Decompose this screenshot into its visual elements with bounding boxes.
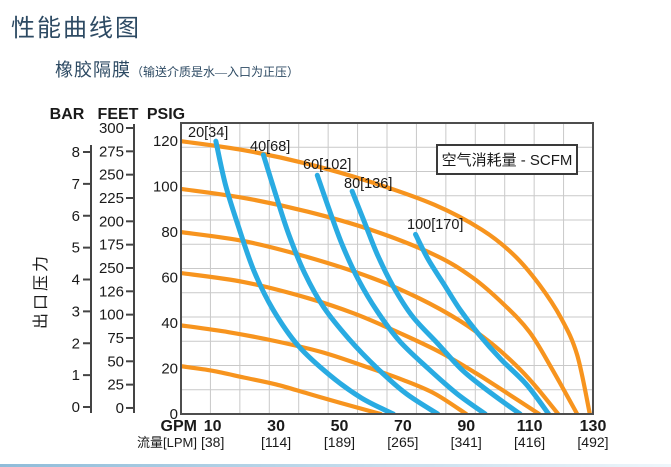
feet-tick-label: 250 bbox=[99, 260, 124, 277]
air-consumption-curve bbox=[314, 172, 488, 414]
lpm-tick-label: [416] bbox=[514, 434, 545, 450]
feet-axis-header: FEET bbox=[98, 106, 139, 123]
lpm-tick-label: [114] bbox=[261, 434, 291, 450]
air-consumption-curve bbox=[213, 138, 396, 414]
lpm-tick-label: [265] bbox=[387, 434, 418, 450]
psig-tick-label: 0 bbox=[170, 406, 178, 423]
gpm-tick-label: 110 bbox=[517, 418, 543, 435]
lpm-tick-label: [38] bbox=[201, 434, 224, 450]
pressure-curve bbox=[181, 139, 592, 414]
bar-axis bbox=[83, 145, 92, 413]
lpm-tick-label: [492] bbox=[577, 434, 608, 450]
gpm-tick-label: 50 bbox=[331, 418, 349, 435]
bar-tick-label: 2 bbox=[72, 335, 80, 352]
bar-tick-label: 5 bbox=[72, 240, 80, 257]
feet-tick-label: 175 bbox=[99, 237, 124, 254]
bar-tick-label: 1 bbox=[72, 367, 80, 384]
pressure-curve bbox=[181, 186, 580, 414]
bar-axis-header: BAR bbox=[50, 106, 85, 123]
feet-tick-label: 200 bbox=[99, 213, 124, 230]
subtitle-main: 橡胶隔膜 bbox=[55, 60, 131, 80]
bar-tick-label: 3 bbox=[72, 303, 80, 320]
bar-tick-label: 4 bbox=[72, 272, 80, 289]
psig-tick-label: 20 bbox=[161, 361, 178, 378]
gpm-tick-label: 30 bbox=[267, 418, 285, 435]
lpm-tick-label: [189] bbox=[324, 434, 355, 450]
pressure-curve bbox=[181, 364, 383, 414]
subtitle-note: （输送介质是水—入口为正压） bbox=[131, 65, 300, 79]
psig-tick-label: 100 bbox=[153, 179, 178, 196]
lpm-tick-label: [341] bbox=[451, 434, 482, 450]
air-consumption-curve bbox=[260, 152, 441, 414]
air-curve-label: 60[102] bbox=[303, 157, 351, 173]
psig-tick-label: 120 bbox=[153, 133, 178, 150]
gpm-tick-label: 90 bbox=[457, 418, 475, 435]
feet-axis bbox=[126, 124, 135, 413]
feet-tick-label: 225 bbox=[99, 190, 124, 207]
gpm-tick-label: 10 bbox=[204, 418, 222, 435]
bar-tick-label: 0 bbox=[72, 399, 80, 416]
bar-tick-label: 7 bbox=[72, 176, 80, 193]
curves bbox=[181, 138, 592, 414]
legend-box bbox=[436, 144, 578, 175]
lpm-axis-header: 流量[LPM] bbox=[137, 435, 197, 450]
feet-tick-label: 100 bbox=[99, 307, 124, 324]
gpm-axis-header: GPM bbox=[161, 418, 197, 435]
air-curve-label: 80[136] bbox=[344, 176, 392, 192]
air-curve-label: 100[170] bbox=[407, 217, 463, 233]
air-consumption-curve bbox=[413, 231, 552, 414]
bar-tick-label: 6 bbox=[72, 208, 80, 225]
feet-tick-label: 50 bbox=[107, 353, 124, 370]
psig-axis-header: PSIG bbox=[147, 106, 185, 123]
feet-tick-label: 25 bbox=[107, 377, 124, 394]
air-curve-label: 20[34] bbox=[188, 125, 228, 141]
pressure-curve bbox=[181, 323, 469, 414]
psig-tick-label: 80 bbox=[161, 224, 178, 241]
plot-border bbox=[180, 122, 594, 415]
feet-tick-label: 75 bbox=[107, 330, 124, 347]
feet-tick-label: 126 bbox=[99, 283, 124, 300]
feet-tick-label: 275 bbox=[99, 143, 124, 160]
psig-tick-label: 40 bbox=[161, 315, 178, 332]
pressure-curve bbox=[181, 270, 542, 414]
feet-tick-label: 0 bbox=[116, 400, 124, 417]
page-title: 性能曲线图 bbox=[11, 16, 141, 42]
psig-tick-label: 60 bbox=[161, 270, 178, 287]
y-axis-title: 出口压力 bbox=[32, 253, 50, 329]
legend-label: 空气消耗量 - SCFM bbox=[442, 152, 573, 169]
air-consumption-curve bbox=[349, 188, 523, 414]
gpm-tick-label: 70 bbox=[394, 418, 412, 435]
gpm-tick-label: 130 bbox=[580, 418, 607, 435]
air-curve-label: 40[68] bbox=[250, 139, 290, 155]
pressure-curve bbox=[181, 230, 561, 414]
chart-subtitle: 橡胶隔膜（输送介质是水—入口为正压） bbox=[55, 56, 299, 82]
bar-tick-label: 8 bbox=[72, 144, 80, 161]
feet-tick-label: 250 bbox=[99, 167, 124, 184]
feet-tick-label: 300 bbox=[99, 120, 124, 137]
page-bottom-divider bbox=[0, 464, 671, 467]
